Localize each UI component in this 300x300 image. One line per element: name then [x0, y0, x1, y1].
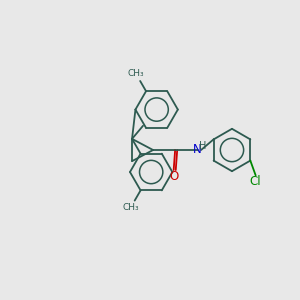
- Text: CH₃: CH₃: [128, 69, 144, 78]
- Text: H: H: [200, 141, 207, 151]
- Text: N: N: [193, 143, 202, 156]
- Text: CH₃: CH₃: [122, 203, 139, 212]
- Text: Cl: Cl: [250, 175, 261, 188]
- Text: O: O: [169, 170, 179, 183]
